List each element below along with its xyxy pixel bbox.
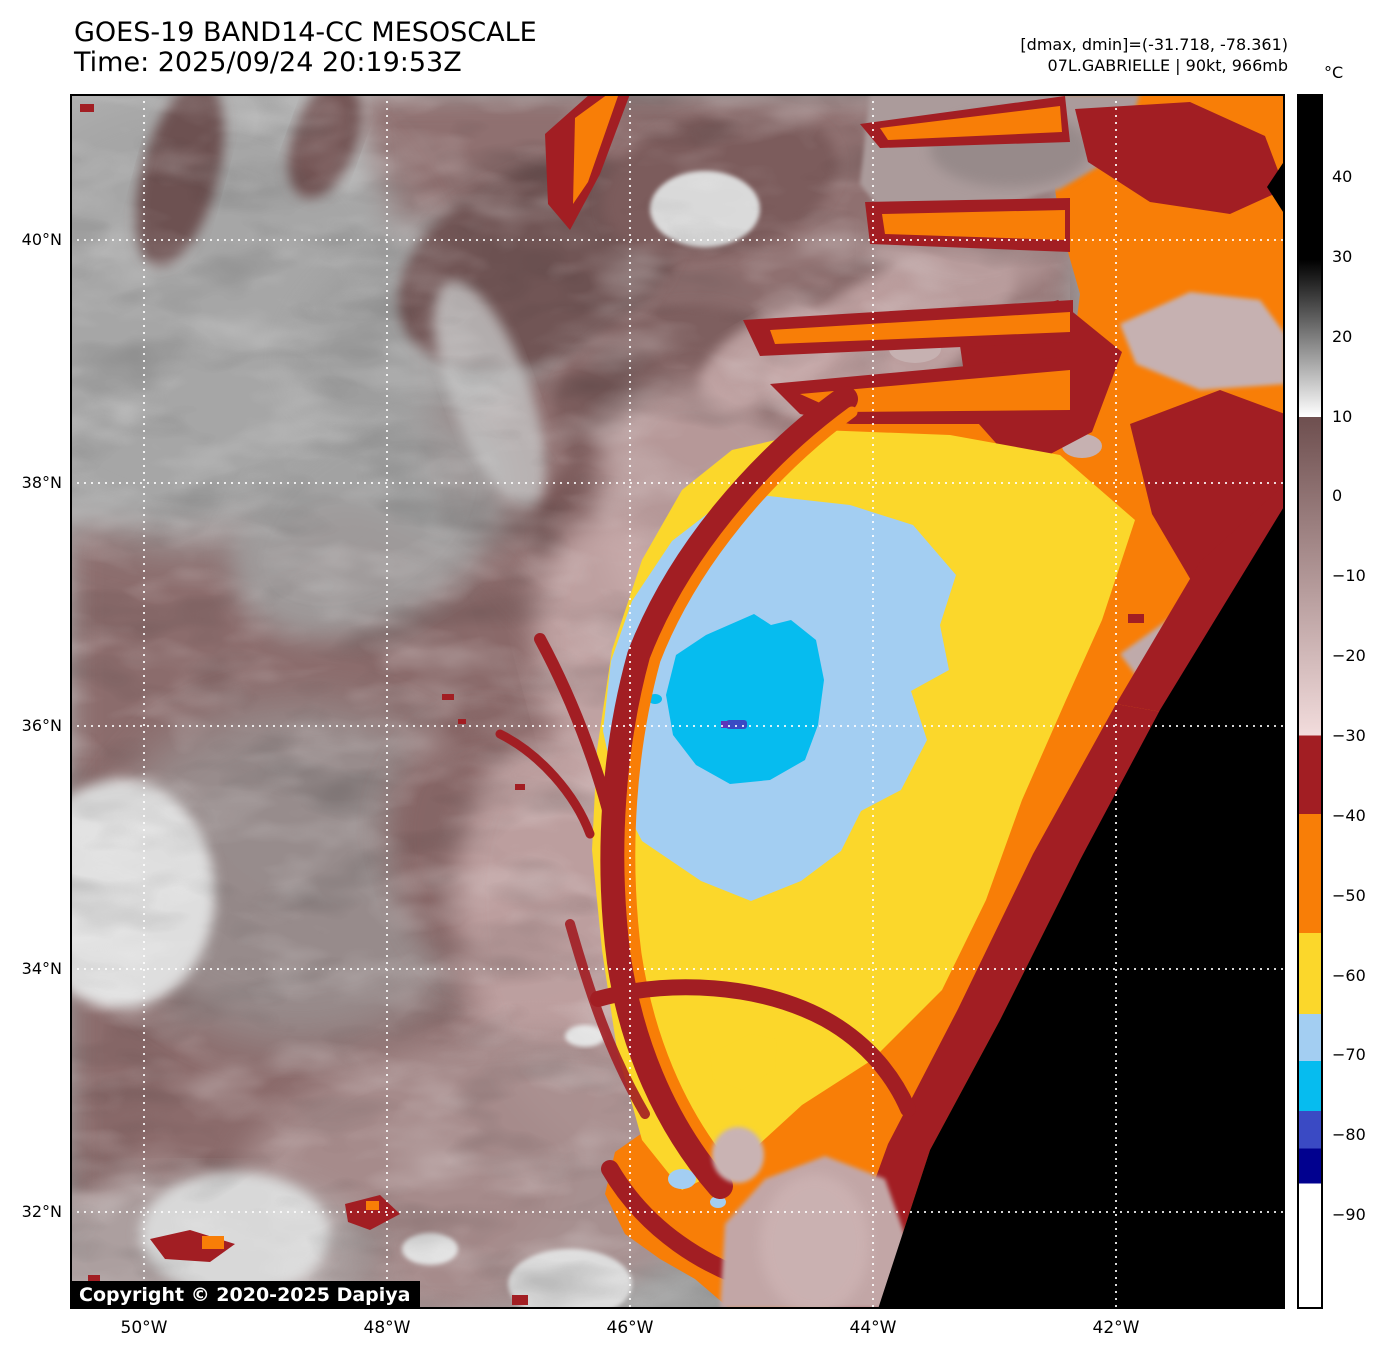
longitude-label: 46°W [606, 1318, 654, 1338]
spiral-arm-orange-cores [573, 94, 1070, 412]
dmax-dmin-annotation: [dmax, dmin]=(-31.718, -78.361) [1020, 35, 1288, 54]
timestamp: Time: 2025/09/24 20:19:53Z [74, 47, 462, 78]
storm-info-annotation: 07L.GABRIELLE | 90kt, 966mb [1047, 56, 1288, 75]
core-cyan [666, 614, 824, 784]
colorbar-tick-label: −40 [1332, 805, 1366, 825]
south-pink-intrusion [712, 1127, 950, 1309]
latitude-label: 40°N [21, 230, 62, 249]
colorbar-tick-label: −60 [1332, 965, 1366, 985]
yellow-south-blob [710, 1034, 777, 1090]
colorbar-tick-label: 0 [1332, 486, 1343, 506]
colorbar-tick-label: −50 [1332, 885, 1366, 905]
light-blue-detached-bit [668, 1169, 696, 1189]
longitude-label: 44°W [849, 1318, 897, 1338]
colorbar-tick-label: −10 [1332, 566, 1366, 586]
annotation-block: [dmax, dmin]=(-31.718, -78.361) 07L.GABR… [1020, 34, 1288, 76]
colorbar-tick-label: 20 [1332, 326, 1353, 346]
colorbar-tick-label: −20 [1332, 646, 1366, 666]
coldest-purple-pixel [721, 721, 728, 728]
longitude-label: 50°W [120, 1318, 168, 1338]
longitude-label: 48°W [363, 1318, 411, 1338]
colorbar-tick-label: −90 [1332, 1205, 1366, 1225]
colorbar-tick-label: 40 [1332, 167, 1353, 186]
latitude-label: 34°N [21, 959, 62, 978]
colorbar-tick-label: 30 [1332, 246, 1353, 266]
longitude-label: 42°W [1092, 1318, 1140, 1338]
colorbar-tick-label: 10 [1332, 406, 1353, 426]
light-blue-speck [710, 1196, 726, 1208]
page-title: GOES-19 BAND14-CC MESOSCALE [74, 17, 537, 48]
satellite-map [70, 94, 1285, 1309]
colorbar-tick-label: −70 [1332, 1045, 1366, 1065]
latitude-label: 38°N [21, 473, 62, 492]
nw-rim-orange-stripe [624, 406, 858, 1176]
copyright-overlay: Copyright © 2020-2025 Dapiya [70, 1281, 421, 1309]
colorbar-tick-label: −30 [1332, 725, 1366, 745]
latitude-label: 32°N [21, 1202, 62, 1221]
colorbar-unit-label: °C [1324, 63, 1344, 82]
no-data-sector [878, 160, 1285, 1309]
latitude-label: 36°N [21, 716, 62, 735]
colorbar-tick-label: −80 [1332, 1125, 1366, 1145]
nw-rim-red-band [600, 386, 858, 1199]
coldest-blue-pixel [726, 720, 747, 729]
satellite-image [70, 94, 1285, 1309]
temperature-colorbar [1297, 94, 1323, 1309]
